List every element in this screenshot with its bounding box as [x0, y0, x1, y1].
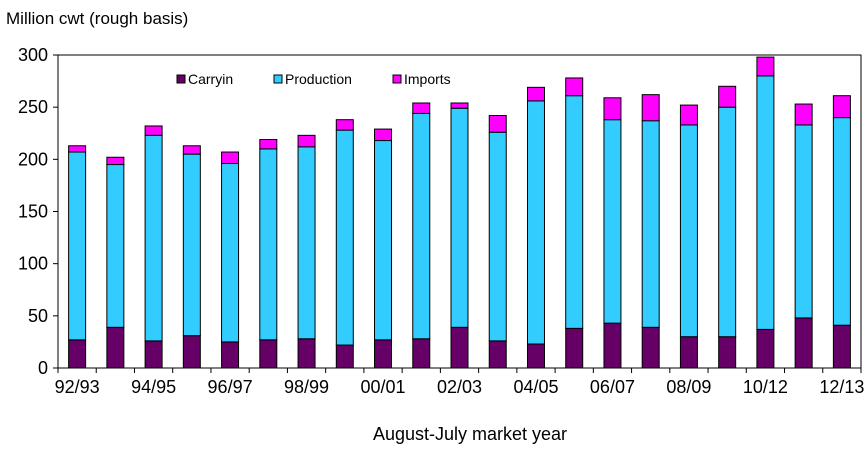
bar-carryin-08-09 [679, 336, 698, 369]
bar-production-97-98 [259, 148, 278, 341]
y-tick-label: 300 [18, 45, 48, 65]
bar-production-11-12 [794, 124, 813, 319]
bar-production-03-04 [488, 131, 507, 342]
bar-carryin-94-95 [144, 340, 163, 369]
bar-imports-93-94 [106, 156, 125, 166]
bar-imports-00-01 [374, 128, 393, 142]
bar-production-02-03 [450, 107, 469, 328]
y-tick-label: 250 [18, 97, 48, 117]
bar-imports-99-00 [335, 119, 354, 131]
x-tick-label: 10/12 [743, 377, 788, 397]
legend-label-imports: Imports [404, 71, 451, 87]
bar-carryin-98-99 [297, 338, 316, 369]
bar-imports-97-98 [259, 139, 278, 150]
y-tick-label: 200 [18, 149, 48, 169]
y-tick-label: 150 [18, 202, 48, 222]
bar-carryin-04-05 [526, 343, 545, 369]
x-tick-label: 06/07 [590, 377, 635, 397]
bar-imports-07-08 [641, 94, 660, 122]
bar-imports-98-99 [297, 134, 316, 148]
bar-production-09-10 [718, 106, 737, 338]
bar-production-10-12 [756, 75, 775, 330]
bar-imports-06-07 [603, 97, 622, 121]
bar-carryin-97-98 [259, 339, 278, 369]
bar-carryin-96-97 [221, 341, 240, 369]
bar-production-01-02 [412, 112, 431, 340]
bar-production-00-01 [374, 140, 393, 341]
bar-production-93-94 [106, 164, 125, 328]
bar-imports-95-96 [182, 145, 201, 155]
bar-carryin-06-07 [603, 322, 622, 369]
bar-imports-94-95 [144, 125, 163, 136]
bar-imports-08-09 [679, 104, 698, 126]
y-tick-label: 50 [28, 306, 48, 326]
bar-production-96-97 [221, 163, 240, 343]
y-tick-label: 100 [18, 254, 48, 274]
legend-label-production: Production [285, 71, 352, 87]
bar-production-92-93 [68, 151, 87, 341]
x-tick-label: 96/97 [208, 377, 253, 397]
bar-imports-11-12 [794, 103, 813, 126]
bar-imports-02-03 [450, 102, 469, 109]
x-tick-label: 00/01 [361, 377, 406, 397]
bar-imports-04-05 [526, 86, 545, 102]
bar-imports-12-13 [832, 95, 851, 119]
bar-production-98-99 [297, 146, 316, 340]
x-tick-label: 98/99 [284, 377, 329, 397]
x-axis-title: August-July market year [373, 424, 567, 444]
bar-imports-09-10 [718, 85, 737, 108]
bar-carryin-99-00 [335, 344, 354, 369]
legend-swatch-imports [392, 74, 402, 84]
bar-imports-01-02 [412, 102, 431, 114]
axes-group: 0 50 100 150 200 250 300 92/93 94/95 96/97 98/99 00… [18, 45, 864, 397]
bar-carryin-00-01 [374, 339, 393, 369]
bar-carryin-07-08 [641, 326, 660, 369]
legend-swatch-carryin [176, 74, 186, 84]
bar-production-12-13 [832, 117, 851, 326]
x-tick-label: 04/05 [513, 377, 558, 397]
bar-production-95-96 [182, 153, 201, 337]
bar-production-94-95 [144, 134, 163, 342]
bar-imports-05-06 [565, 77, 584, 97]
bar-imports-03-04 [488, 115, 507, 133]
bars-group [68, 56, 851, 369]
bar-carryin-95-96 [182, 335, 201, 369]
bar-production-04-05 [526, 100, 545, 345]
bar-imports-92-93 [68, 145, 87, 153]
x-tick-label: 12/13 [819, 377, 864, 397]
y-axis-title: Million cwt (rough basis) [6, 9, 188, 28]
y-tick-label: 0 [38, 358, 48, 378]
bar-imports-10-12 [756, 56, 775, 77]
legend-swatch-production [273, 74, 283, 84]
bar-carryin-02-03 [450, 326, 469, 369]
bar-carryin-10-12 [756, 328, 775, 369]
bar-carryin-01-02 [412, 338, 431, 369]
bar-carryin-12-13 [832, 324, 851, 369]
x-tick-label: 08/09 [666, 377, 711, 397]
bar-carryin-03-04 [488, 340, 507, 369]
bar-carryin-92-93 [68, 339, 87, 369]
bar-imports-96-97 [221, 151, 240, 165]
bar-production-07-08 [641, 120, 660, 328]
bar-production-06-07 [603, 119, 622, 324]
bar-production-99-00 [335, 129, 354, 346]
bar-carryin-09-10 [718, 336, 737, 369]
bar-production-08-09 [679, 124, 698, 338]
legend: Carryin Production Imports [176, 71, 451, 87]
bar-production-05-06 [565, 95, 584, 329]
x-tick-label: 94/95 [131, 377, 176, 397]
legend-label-carryin: Carryin [188, 71, 233, 87]
bar-carryin-05-06 [565, 327, 584, 369]
x-tick-label: 92/93 [55, 377, 100, 397]
bar-carryin-11-12 [794, 317, 813, 369]
x-tick-label: 02/03 [437, 377, 482, 397]
bar-carryin-93-94 [106, 326, 125, 369]
